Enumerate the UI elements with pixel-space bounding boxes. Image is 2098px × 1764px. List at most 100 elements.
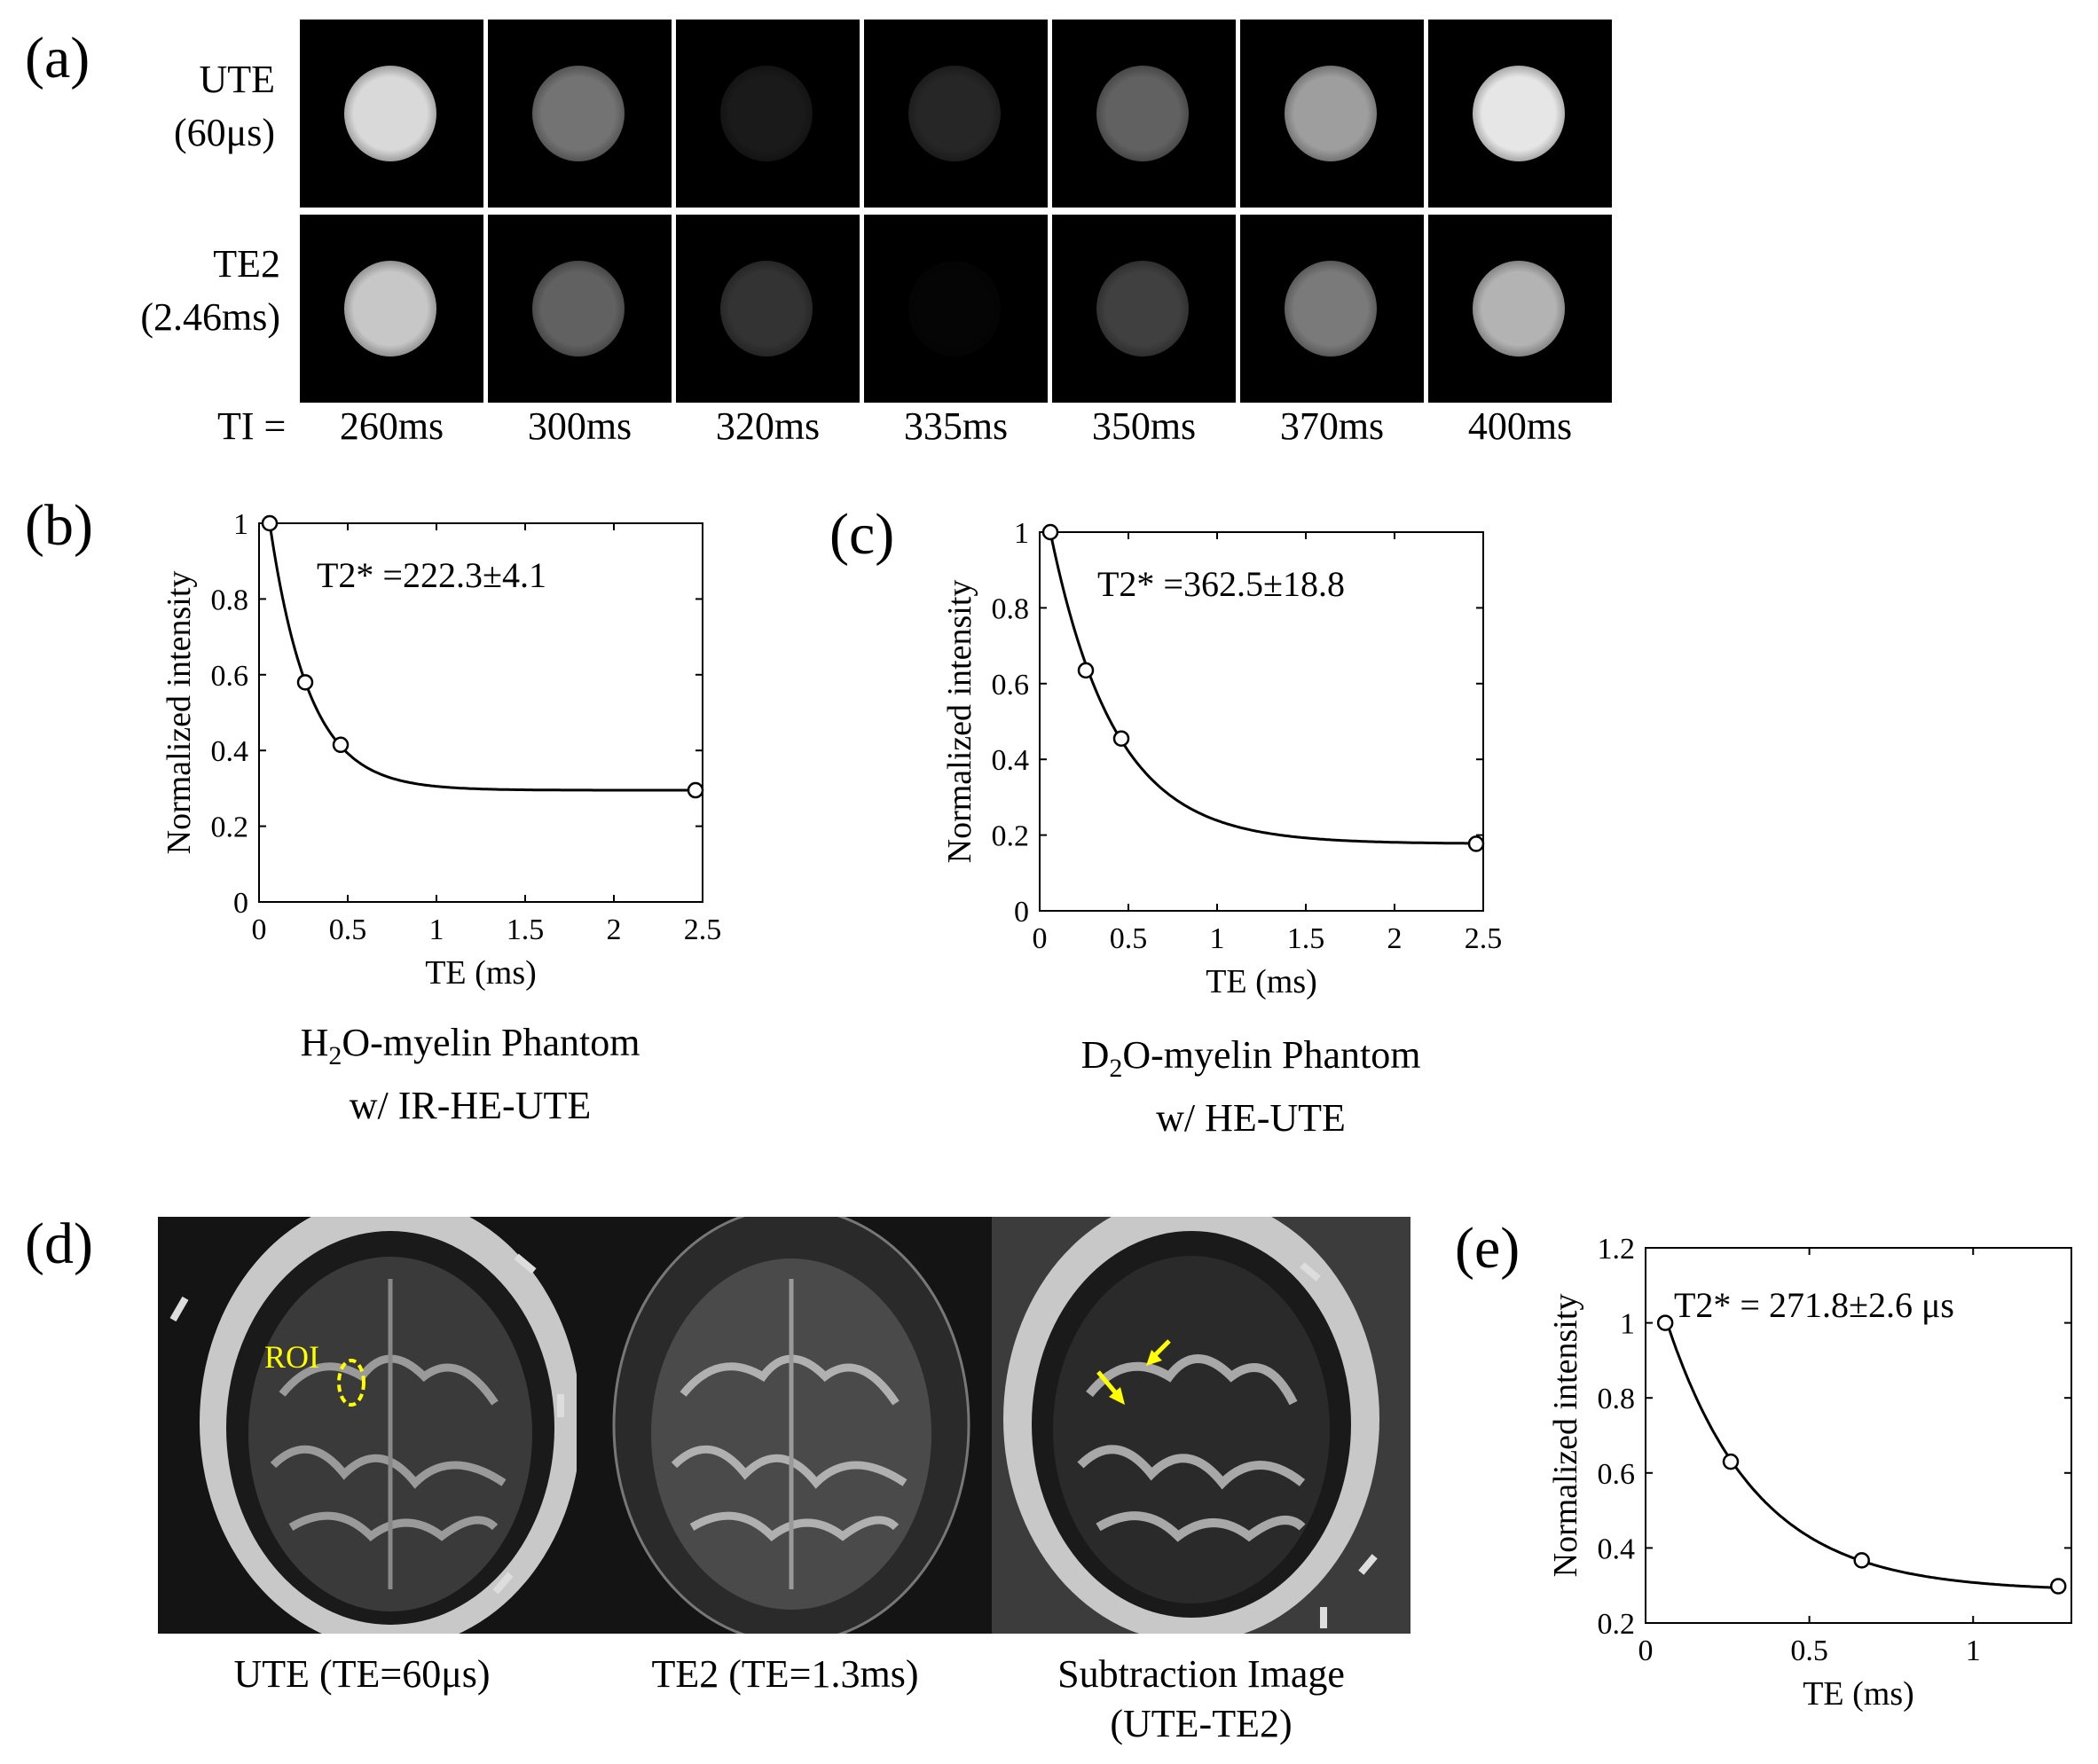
data-point — [296, 674, 314, 691]
ti-value: 400ms — [1467, 404, 1573, 448]
data-point — [687, 781, 704, 799]
caption-b-sub: 2 — [328, 1040, 342, 1070]
phantom-disk — [720, 261, 813, 357]
row-label-te2-line2: (2.46ms) — [140, 295, 280, 339]
caption-d-subtraction: Subtraction Image (UTE-TE2) — [992, 1650, 1410, 1749]
phantom-tile-r1-c6 — [1428, 215, 1612, 403]
phantom-disk — [720, 66, 813, 161]
plot-frame — [258, 522, 703, 903]
x-tick-label: 2 — [1387, 922, 1403, 955]
phantom-tile-r0-c2 — [676, 20, 860, 208]
phantom-tile-r1-c3 — [864, 215, 1048, 403]
data-point — [1077, 662, 1095, 679]
data-point — [1722, 1453, 1740, 1470]
panel-e-label: (e) — [1455, 1216, 1520, 1281]
x-tick-label: 0.5 — [329, 913, 367, 946]
row-label-ute: UTE (60μs) — [98, 53, 275, 160]
x-tick-label: 0.5 — [1790, 1635, 1828, 1667]
data-point — [1041, 523, 1059, 541]
phantom-tile-r0-c3 — [864, 20, 1048, 208]
ti-value: 335ms — [903, 404, 1009, 448]
phantom-tile-r0-c5 — [1240, 20, 1424, 208]
data-point — [332, 736, 350, 754]
panel-c-label: (c) — [829, 502, 895, 567]
y-tick-label: 1 — [233, 508, 248, 541]
y-tick-label: 1.2 — [1598, 1233, 1636, 1266]
y-tick-label: 0.2 — [992, 820, 1030, 853]
brain-te2-svg — [612, 1217, 970, 1634]
y-tick-label: 0.4 — [992, 744, 1030, 777]
row-label-te2-line1: TE2 — [213, 242, 280, 286]
x-tick-label: 0 — [1638, 1635, 1654, 1667]
y-tick-label: 0.2 — [211, 811, 249, 844]
y-tick-label: 0.2 — [1598, 1608, 1636, 1641]
chart-c: 0 0.5 1 1.5 2 2.5 0 0.2 0.4 0.6 0.8 1 TE (ms) Normali… — [941, 517, 1503, 1000]
y-tick-label: 0 — [1014, 896, 1029, 929]
y-tick-label: 0.6 — [1598, 1458, 1636, 1491]
caption-d-subtraction-line1: Subtraction Image — [1057, 1652, 1345, 1696]
x-axis-label: TE (ms) — [1206, 963, 1317, 1000]
caption-c-line1: D2O-myelin Phantom — [1002, 1031, 1499, 1094]
caption-c-line2: w/ HE-UTE — [1156, 1095, 1346, 1140]
phantom-tile-r0-c0 — [300, 20, 483, 208]
phantom-disk — [532, 261, 625, 357]
y-tick-label: 0.4 — [211, 735, 249, 768]
phantom-tile-r1-c0 — [300, 215, 483, 403]
y-axis-label: Normalized intensity — [1547, 1294, 1584, 1578]
phantom-disk — [1473, 261, 1565, 357]
phantom-disk — [1096, 261, 1189, 357]
caption-c-suffix: O-myelin Phantom — [1122, 1033, 1421, 1077]
x-tick-label: 2 — [607, 913, 622, 946]
y-tick-label: 0.6 — [992, 669, 1030, 702]
x-tick-label: 2.5 — [1465, 922, 1503, 955]
phantom-disk — [1473, 66, 1565, 161]
caption-c: D2O-myelin Phantom w/ HE-UTE — [1002, 1031, 1499, 1143]
row-label-ute-line2: (60μs) — [173, 111, 275, 154]
caption-b-line1: H2O-myelin Phantom — [222, 1018, 719, 1081]
data-point — [1112, 730, 1130, 747]
caption-c-sub: 2 — [1109, 1053, 1123, 1083]
caption-b-prefix: H — [300, 1021, 329, 1064]
panel-a-label: (a) — [25, 26, 90, 90]
plot-frame — [1645, 1247, 2072, 1624]
fit-annotation: T2* =362.5±18.8 — [1097, 564, 1345, 604]
y-tick-label: 0 — [233, 887, 248, 920]
ti-prefix: TI = — [217, 404, 287, 448]
x-tick-label: 0.5 — [1110, 922, 1148, 955]
x-tick-label: 1.5 — [507, 913, 545, 946]
brain-ute-svg: ROI — [169, 1217, 581, 1634]
x-axis-label: TE (ms) — [425, 954, 537, 992]
x-tick-label: 1 — [429, 913, 444, 946]
x-tick-label: 1 — [1210, 922, 1225, 955]
caption-c-prefix: D — [1080, 1033, 1110, 1077]
brain-image-subtraction — [992, 1217, 1410, 1634]
phantom-disk — [1096, 66, 1189, 161]
caption-b-suffix: O-myelin Phantom — [342, 1021, 640, 1064]
data-point — [261, 514, 279, 532]
phantom-tile-r1-c1 — [488, 215, 672, 403]
x-tick-label: 0 — [252, 913, 267, 946]
ti-value: 350ms — [1091, 404, 1197, 448]
phantom-disk — [344, 261, 436, 357]
data-point — [1467, 835, 1485, 852]
chart-e: 0 0.5 1 0.2 0.4 0.6 0.8 1 1.2 TE (ms) Normalized i… — [1547, 1233, 2072, 1713]
y-tick-label: 0.8 — [211, 584, 249, 616]
chart-b: 0 0.5 1 1.5 2 2.5 0 0.2 0.4 0.6 0.8 1 TE (ms) Normali… — [161, 508, 722, 992]
data-point — [1656, 1314, 1674, 1331]
phantom-tile-r1-c4 — [1052, 215, 1236, 403]
caption-d-subtraction-line2: (UTE-TE2) — [1110, 1702, 1293, 1745]
ti-value: 300ms — [527, 404, 633, 448]
row-label-te2: TE2 (2.46ms) — [98, 238, 280, 344]
x-tick-label: 2.5 — [684, 913, 722, 946]
phantom-disk — [908, 66, 1001, 161]
data-point — [1853, 1552, 1870, 1569]
caption-b-line2: w/ IR-HE-UTE — [349, 1083, 592, 1127]
phantom-disk — [1285, 66, 1377, 161]
ti-value: 260ms — [339, 404, 444, 448]
caption-d-te2: TE2 (TE=1.3ms) — [651, 1652, 919, 1696]
y-tick-label: 0.8 — [1598, 1383, 1636, 1415]
phantom-tile-r0-c4 — [1052, 20, 1236, 208]
phantom-tile-r1-c5 — [1240, 215, 1424, 403]
data-point — [2049, 1578, 2067, 1595]
fit-annotation: T2* =222.3±4.1 — [317, 555, 546, 595]
